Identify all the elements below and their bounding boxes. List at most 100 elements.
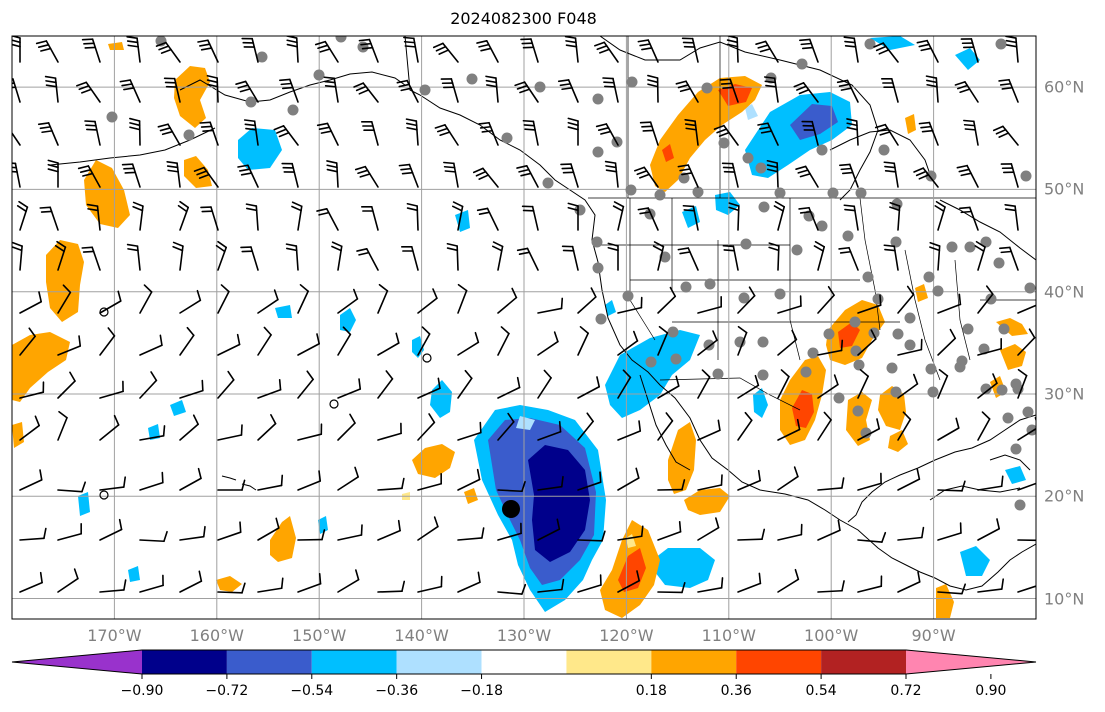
wind-barb — [99, 476, 127, 491]
station-marker — [925, 363, 937, 375]
anomaly-region — [1005, 466, 1026, 484]
wind-barb — [19, 381, 45, 399]
station-marker — [892, 328, 904, 340]
colorbar-tick-label: 0.36 — [720, 683, 752, 699]
anomaly-region — [792, 390, 814, 428]
open-circle-marker — [99, 490, 109, 500]
station-marker — [335, 36, 347, 43]
wind-barb — [713, 124, 739, 146]
anomaly-region — [662, 144, 674, 162]
wind-barb — [652, 241, 665, 271]
station-marker — [964, 241, 976, 253]
colorbar-tick-label: −0.90 — [120, 683, 164, 699]
wind-barb — [16, 200, 29, 231]
station-marker — [980, 383, 992, 395]
wind-barb — [84, 120, 101, 146]
station-marker — [862, 271, 874, 283]
wind-barb — [998, 78, 1019, 103]
station-marker — [998, 323, 1010, 335]
station-marker — [872, 293, 884, 305]
station-marker — [962, 323, 974, 335]
wind-barb — [126, 36, 141, 63]
wind-barb — [139, 425, 166, 441]
wind-barb — [12, 241, 23, 271]
wind-barb — [356, 248, 379, 271]
wind-barb — [12, 36, 21, 63]
wind-barb — [99, 380, 124, 399]
wind-barb — [257, 577, 284, 593]
anomaly-region — [78, 492, 90, 516]
wind-barb — [297, 470, 322, 491]
coastline — [989, 454, 1031, 471]
wind-barb — [777, 466, 799, 491]
wind-barb — [617, 525, 644, 541]
anomaly-region — [128, 566, 140, 582]
colorbar-tick-label: 0.54 — [805, 683, 837, 699]
wind-barb — [285, 243, 299, 271]
wind-barb — [795, 165, 819, 188]
wind-barb — [817, 411, 832, 441]
anomaly-region — [626, 534, 636, 548]
border-line — [904, 249, 941, 381]
station-marker — [890, 236, 902, 248]
station-marker — [816, 220, 828, 232]
wind-barb — [838, 246, 859, 271]
anomaly-region — [170, 400, 186, 416]
wind-barb — [564, 36, 579, 63]
wind-barb — [323, 76, 339, 103]
station-marker — [758, 201, 770, 213]
wind-barb — [166, 160, 181, 188]
wind-barb — [974, 240, 986, 271]
anomaly-region — [184, 156, 212, 188]
wind-barb — [954, 81, 979, 103]
station-marker — [980, 236, 992, 248]
station-marker — [850, 345, 862, 357]
wind-barb — [977, 518, 1000, 541]
wind-barb — [897, 571, 921, 593]
wind-barb — [657, 286, 677, 314]
wind-barb — [777, 523, 803, 541]
wind-barb — [520, 38, 539, 63]
wind-barb — [757, 122, 779, 146]
coastline — [179, 71, 406, 103]
wind-barb — [777, 418, 801, 441]
anomaly-fill-layer — [12, 36, 1028, 618]
wind-barb — [697, 369, 711, 399]
wind-barb — [86, 203, 101, 231]
wind-barb — [798, 206, 819, 231]
wind-barb — [179, 289, 202, 314]
wind-barb — [245, 203, 259, 231]
wind-barb — [163, 77, 181, 103]
colorbar-bin — [651, 650, 737, 674]
wind-barb — [37, 122, 59, 146]
wind-barb — [537, 578, 565, 593]
wind-barb — [358, 38, 379, 63]
station-marker — [738, 292, 750, 304]
wind-barb — [417, 377, 441, 399]
wind-barb — [999, 246, 1019, 271]
wind-barb — [737, 528, 766, 541]
wind-barb — [937, 328, 957, 356]
station-marker — [816, 144, 828, 156]
wind-barb — [396, 79, 419, 103]
anomaly-region — [915, 284, 928, 302]
wind-barb — [657, 375, 680, 399]
wind-barb — [497, 376, 521, 399]
wind-barb — [377, 580, 406, 593]
wind-barb — [697, 330, 718, 356]
wind-barb — [217, 479, 246, 491]
wind-barb — [777, 568, 800, 593]
station-marker — [654, 189, 666, 201]
wind-barb — [913, 167, 939, 188]
station-marker — [855, 187, 867, 199]
wind-barb — [846, 118, 859, 146]
wind-barb — [817, 339, 844, 356]
station-marker — [742, 152, 754, 164]
wind-barb — [286, 36, 299, 63]
wind-barb — [763, 76, 779, 103]
colorbar-bin — [566, 650, 652, 674]
colorbar-bin — [311, 650, 397, 674]
wind-barb — [57, 522, 82, 541]
station-marker — [592, 262, 604, 274]
wind-barb — [132, 201, 144, 231]
